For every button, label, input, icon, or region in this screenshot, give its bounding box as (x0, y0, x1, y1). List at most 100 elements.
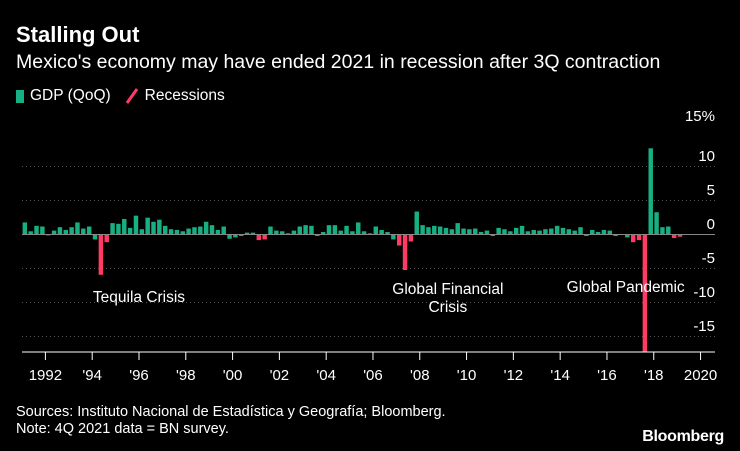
legend-item-recessions: Recessions (125, 86, 225, 106)
gdp-bar (455, 223, 460, 234)
gdp-bar (601, 229, 607, 234)
gdp-bar (221, 226, 226, 234)
gdp-bar (57, 227, 63, 234)
recession-bar (98, 234, 104, 275)
x-tick-label: '96 (129, 367, 149, 384)
legend-item-gdp: GDP (QoQ) (16, 86, 111, 106)
gdp-bar (92, 234, 98, 240)
gdp-bar (648, 148, 653, 234)
recession-bar (642, 234, 648, 353)
gdp-bar (666, 226, 671, 234)
gdp-bar (326, 225, 332, 234)
gdp-bar (478, 231, 484, 234)
x-tick-label: 2020 (684, 367, 717, 384)
gdp-bar (379, 229, 384, 234)
gdp-bar (215, 229, 221, 234)
gdp-bar (426, 227, 431, 234)
x-tick-label: '18 (644, 367, 664, 384)
x-tick-label: '14 (550, 367, 570, 384)
gdp-bar (315, 234, 320, 237)
gdp-bar (584, 234, 589, 237)
gdp-bar (22, 222, 28, 234)
y-tick-label: -10 (693, 284, 715, 301)
gdp-bar (274, 230, 279, 234)
legend-label-recessions: Recessions (144, 87, 225, 104)
gdp-bar (227, 234, 232, 239)
x-tick-label: '94 (82, 367, 102, 384)
gdp-bar (432, 225, 437, 234)
gdp-bar (613, 234, 618, 237)
gdp-bar (81, 228, 86, 234)
gdp-bar (268, 226, 273, 234)
recession-bar (256, 234, 262, 241)
gdp-bar (28, 231, 33, 234)
gdp-bar (186, 228, 191, 234)
x-tick-label: '06 (363, 367, 383, 384)
chart-title: Stalling Out (16, 22, 140, 47)
recession-bar (636, 234, 642, 241)
gdp-bar (133, 215, 139, 234)
gdp-bar (198, 226, 203, 234)
gdp-bar (595, 231, 601, 234)
gdp-bar (525, 231, 531, 234)
legend-swatch-recessions (125, 88, 138, 104)
legend-swatch-gdp (16, 89, 24, 103)
gdp-bar (356, 222, 361, 234)
annotation-text: Tequila Crisis (93, 289, 185, 306)
gdp-bar (449, 229, 455, 234)
gdp-bar (244, 232, 250, 234)
recession-bar (396, 234, 402, 246)
gdp-bar (110, 223, 115, 234)
gdp-bar (537, 230, 542, 234)
gdp-bar (361, 231, 367, 234)
annotation-text: Crisis (428, 299, 467, 316)
legend: GDP (QoQ) Recessions (16, 86, 239, 106)
gdp-bar (560, 227, 566, 234)
gdp-bar (461, 228, 466, 234)
gdp-bar (303, 225, 308, 234)
gdp-bar (250, 232, 256, 234)
gdp-bar (51, 230, 57, 234)
gdp-bar (291, 230, 297, 234)
gdp-bar (502, 229, 507, 234)
gdp-bar (496, 227, 501, 234)
recession-bar (671, 234, 677, 239)
y-tick-label: 5 (707, 182, 715, 199)
gdp-bar (40, 226, 45, 234)
recession-bar (402, 234, 408, 271)
gdp-bar (338, 230, 343, 234)
gdp-bar (543, 229, 548, 234)
gdp-bar (344, 225, 349, 234)
y-tick-label: 10 (698, 148, 715, 165)
gdp-bar (437, 226, 443, 234)
recession-bar (239, 234, 244, 237)
x-tick-label: '02 (270, 367, 290, 384)
gdp-bar (467, 229, 472, 234)
gdp-bar (309, 225, 314, 234)
gdp-bar (180, 231, 185, 234)
gdp-bar (420, 225, 425, 234)
gdp-bar (75, 222, 80, 234)
recession-bar (104, 234, 109, 243)
gdp-bar (549, 228, 554, 234)
gdp-bar (127, 227, 133, 234)
gdp-bar (490, 234, 496, 237)
annotation-text: Global Pandemic (567, 279, 685, 296)
gdp-bar (69, 227, 74, 234)
gdp-bar (519, 225, 525, 234)
gdp-bar (139, 229, 145, 234)
x-tick-label: '10 (457, 367, 477, 384)
gdp-bar (63, 229, 68, 234)
x-tick-label: 1992 (29, 367, 62, 384)
note-text: Note: 4Q 2021 data = BN survey. (16, 421, 229, 437)
gdp-bar (607, 230, 613, 234)
gdp-bar (590, 229, 595, 234)
gdp-bar (554, 225, 560, 234)
gdp-bar (513, 227, 519, 234)
bloomberg-logo: Bloomberg (642, 428, 724, 445)
gdp-bar (531, 229, 536, 234)
gdp-bar (443, 227, 449, 234)
gdp-bar (297, 226, 302, 234)
recession-bar (262, 234, 267, 240)
